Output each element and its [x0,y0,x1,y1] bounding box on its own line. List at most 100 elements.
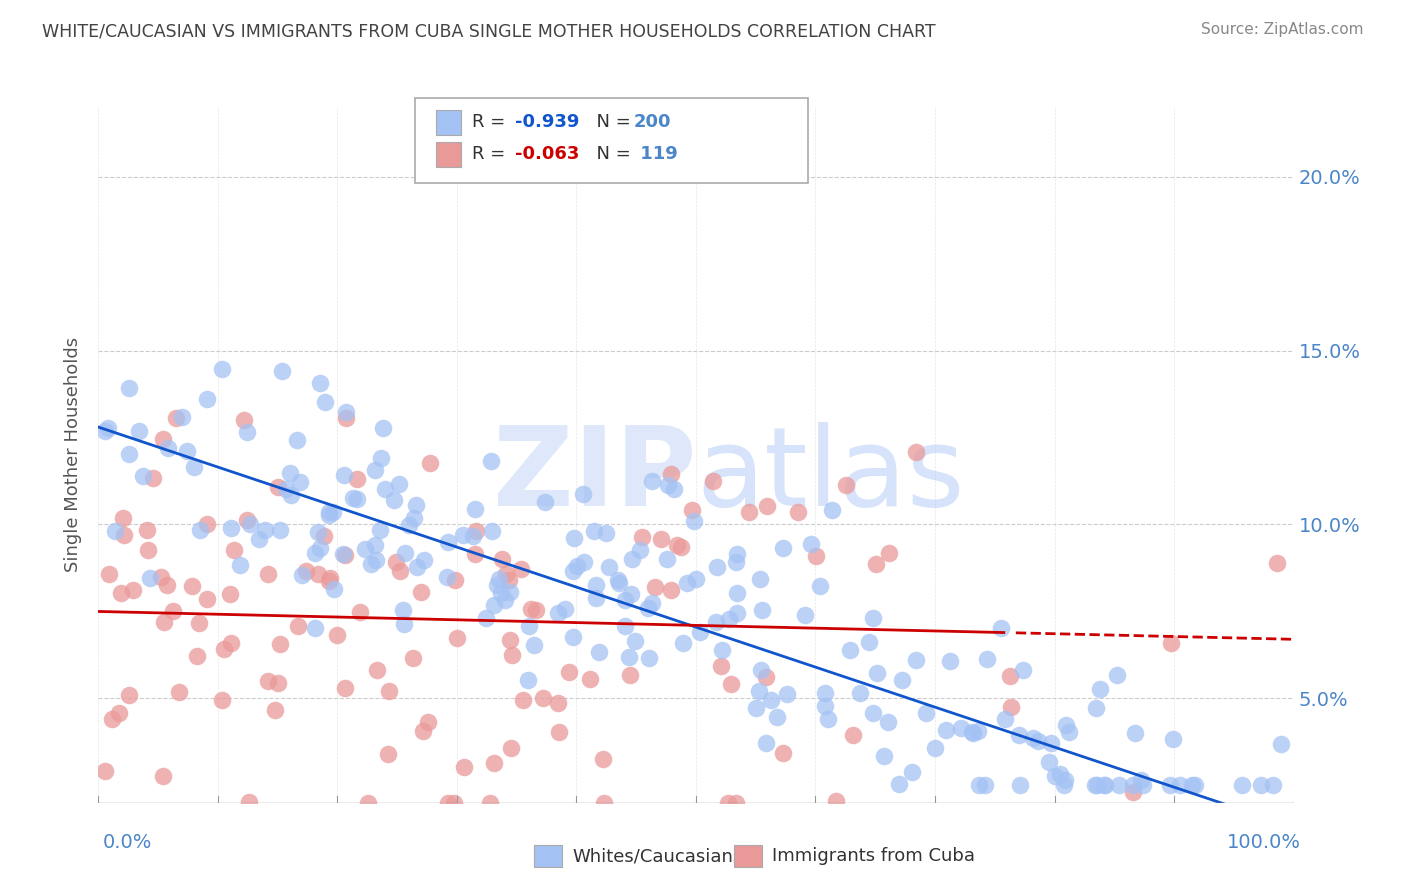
Point [394,546,416,560]
Point [346,491,368,506]
Point [195,392,218,407]
Point [278,467,301,481]
Point [804,549,827,563]
Point [112,510,135,524]
Point [725,586,748,600]
Y-axis label: Single Mother Households: Single Mother Households [65,337,83,573]
Point [118,381,141,395]
Point [307,566,329,581]
Text: -0.939: -0.939 [515,113,579,131]
Point [1270,737,1292,751]
Point [745,700,768,714]
Point [491,552,513,566]
Point [1085,701,1108,715]
Point [1092,778,1115,793]
Point [374,482,396,496]
Point [402,650,425,665]
Point [437,535,460,549]
Text: 100.0%: 100.0% [1226,833,1301,853]
Point [94,424,117,438]
Point [1180,778,1202,793]
Point [318,505,340,519]
Point [738,505,761,519]
Point [1160,636,1182,650]
Point [464,524,486,538]
Point [495,566,517,581]
Point [1168,778,1191,793]
Point [1132,778,1154,793]
Point [110,586,132,600]
Point [1057,724,1080,739]
Point [271,364,294,378]
Point [405,560,427,574]
Point [865,558,887,572]
Point [755,500,778,514]
Point [755,670,778,684]
Point [547,724,569,739]
Point [825,794,848,808]
Point [482,598,505,612]
Point [585,591,607,606]
Point [222,542,245,557]
Point [291,567,314,582]
Point [517,619,540,633]
Text: 200: 200 [634,113,672,131]
Point [370,451,392,466]
Point [1090,682,1112,697]
Point [1011,663,1033,677]
Point [534,494,557,508]
Point [657,552,679,566]
Point [904,445,927,459]
Point [1038,755,1060,769]
Point [915,706,938,721]
Point [211,362,233,376]
Point [702,474,724,488]
Point [614,593,637,607]
Point [499,633,522,648]
Point [333,548,356,562]
Point [152,769,174,783]
Text: ZIP: ZIP [492,422,696,529]
Point [613,619,636,633]
Point [385,555,408,569]
Point [287,619,309,633]
Text: N =: N = [585,145,637,163]
Point [523,638,546,652]
Point [709,659,731,673]
Point [349,605,371,619]
Point [167,685,190,699]
Point [1108,778,1130,793]
Point [308,541,330,555]
Point [318,508,340,522]
Point [704,615,727,630]
Point [900,765,922,780]
Point [294,564,316,578]
Point [1122,785,1144,799]
Point [318,571,340,585]
Point [463,529,485,543]
Point [486,578,509,592]
Point [650,532,672,546]
Point [1053,778,1076,793]
Point [1054,717,1077,731]
Point [657,477,679,491]
Point [607,573,630,587]
Point [572,555,595,569]
Text: Immigrants from Cuba: Immigrants from Cuba [772,847,974,865]
Text: R =: R = [472,145,512,163]
Point [464,502,486,516]
Point [221,635,243,649]
Point [519,602,541,616]
Point [761,692,783,706]
Point [156,578,179,592]
Point [1230,778,1253,793]
Point [710,643,733,657]
Point [236,425,259,439]
Point [839,643,862,657]
Point [578,673,600,687]
Point [1094,778,1116,793]
Point [592,752,614,766]
Point [264,703,287,717]
Point [378,684,401,698]
Point [814,699,837,714]
